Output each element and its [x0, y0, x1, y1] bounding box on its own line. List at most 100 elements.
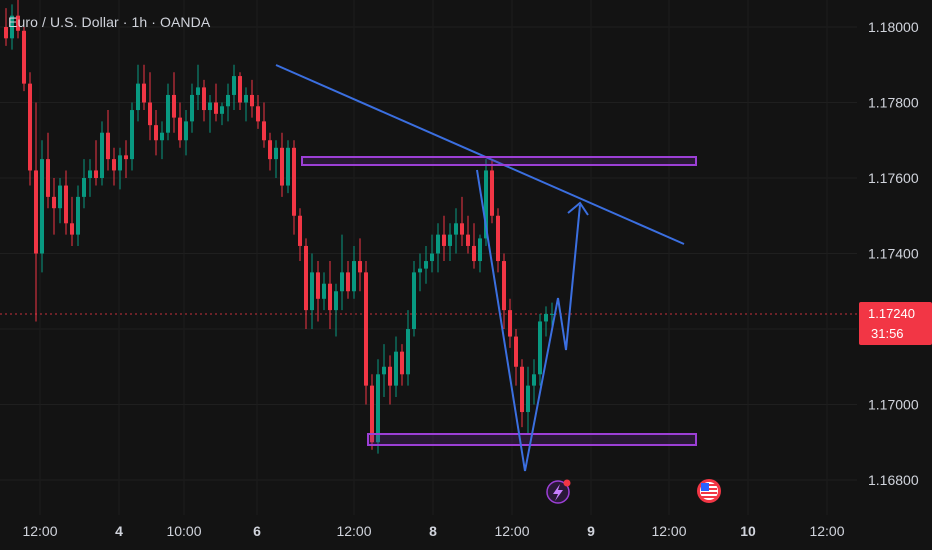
- y-tick-label: 1.16800: [868, 472, 919, 488]
- candle-body: [526, 385, 530, 413]
- time-axis: 12:00 4 10:00 6 12:00 8 12:00 9 12:00 10 12:00: [22, 523, 844, 539]
- y-tick-label: 1.18000: [868, 19, 919, 35]
- candle-body: [154, 125, 158, 141]
- candle-body: [322, 283, 326, 299]
- candle-body: [520, 366, 524, 413]
- price-axis: 1.18000 1.17800 1.17600 1.17400 1.17000 1.168…: [868, 19, 919, 488]
- candle-body: [70, 223, 74, 235]
- candle-body: [196, 87, 200, 95]
- y-tick-label: 1.17400: [868, 246, 919, 262]
- candle-body: [244, 94, 248, 103]
- candle-body: [274, 147, 278, 160]
- candle-body: [316, 272, 320, 299]
- x-tick-label: 10: [740, 523, 756, 539]
- candle-body: [352, 261, 356, 292]
- resistance-zone: [301, 156, 697, 166]
- candle-body: [22, 30, 26, 84]
- candle-body: [490, 170, 494, 216]
- candle-body: [466, 234, 470, 246]
- x-tick-label: 12:00: [22, 523, 57, 539]
- candle-body: [238, 76, 242, 103]
- candle-body: [472, 245, 476, 262]
- x-tick-label: 8: [429, 523, 437, 539]
- trendline: [275, 64, 685, 245]
- candle-body: [454, 223, 458, 235]
- candle-body: [94, 170, 98, 178]
- candle-body: [418, 268, 422, 273]
- x-tick-label: 12:00: [809, 523, 844, 539]
- candle-body: [220, 106, 224, 114]
- candle-body: [364, 272, 368, 386]
- candle-body: [10, 15, 14, 39]
- candle-body: [208, 102, 212, 111]
- projection-arrowhead: [567, 201, 589, 216]
- y-tick-label: 1.17600: [868, 170, 919, 186]
- candle-body: [226, 94, 230, 107]
- candle-body: [298, 215, 302, 246]
- candle-body: [202, 87, 206, 111]
- candle-body: [412, 272, 416, 329]
- candle-body: [430, 253, 434, 262]
- candle-body: [190, 94, 194, 122]
- chart-drawings: [275, 64, 697, 472]
- x-tick-label: 12:00: [494, 523, 529, 539]
- bar-countdown: 31:56: [871, 326, 904, 341]
- candle-body: [292, 147, 296, 216]
- candle-body: [502, 261, 506, 311]
- candle-body: [550, 313, 554, 315]
- projected-path: [476, 169, 581, 472]
- x-tick-label: 12:00: [336, 523, 371, 539]
- last-price-badge: 1.17240 31:56: [859, 302, 932, 345]
- candle-body: [178, 117, 182, 141]
- candle-body: [310, 272, 314, 311]
- candle-body: [166, 94, 170, 133]
- candle-body: [106, 132, 110, 160]
- candle-body: [358, 261, 362, 273]
- x-tick-label: 10:00: [166, 523, 201, 539]
- lightning-event-icon[interactable]: [546, 479, 571, 504]
- candle-body: [478, 238, 482, 262]
- candle-body: [424, 261, 428, 269]
- candle-body: [118, 155, 122, 171]
- candle-body: [88, 170, 92, 178]
- candle-body: [250, 94, 254, 107]
- x-tick-label: 12:00: [651, 523, 686, 539]
- candle-body: [52, 196, 56, 209]
- candle-body: [514, 336, 518, 367]
- us-flag-event-icon[interactable]: [697, 479, 721, 503]
- candle-body: [340, 272, 344, 292]
- candle-body: [130, 110, 134, 160]
- candle-body: [370, 385, 374, 443]
- candle-body: [328, 283, 332, 311]
- chart-title: Euro / U.S. Dollar · 1h · OANDA: [8, 14, 211, 30]
- candle-body: [4, 27, 8, 39]
- candle-body: [442, 234, 446, 246]
- x-tick-label: 4: [115, 523, 123, 539]
- x-tick-label: 9: [587, 523, 595, 539]
- candle-body: [172, 94, 176, 118]
- candle-body: [46, 159, 50, 197]
- candle-body: [148, 102, 152, 126]
- candle-body: [184, 121, 188, 141]
- candle-body: [28, 83, 32, 171]
- candle-body: [124, 155, 128, 160]
- candle-body: [448, 234, 452, 246]
- candle-body: [400, 351, 404, 375]
- candle-body: [76, 196, 80, 235]
- candle-body: [34, 170, 38, 254]
- candle-body: [382, 366, 386, 375]
- y-tick-label: 1.17800: [868, 95, 919, 111]
- candle-body: [460, 223, 464, 235]
- candle-body: [40, 159, 44, 254]
- candle-body: [388, 366, 392, 386]
- candle-body: [64, 185, 68, 224]
- candle-body: [232, 76, 236, 95]
- y-tick-label: 1.17000: [868, 397, 919, 413]
- candle-body: [544, 313, 548, 322]
- candle-body: [394, 351, 398, 386]
- candlestick-series: [4, 0, 554, 454]
- candle-body: [436, 234, 440, 254]
- candle-body: [82, 178, 86, 197]
- candle-body: [304, 245, 308, 311]
